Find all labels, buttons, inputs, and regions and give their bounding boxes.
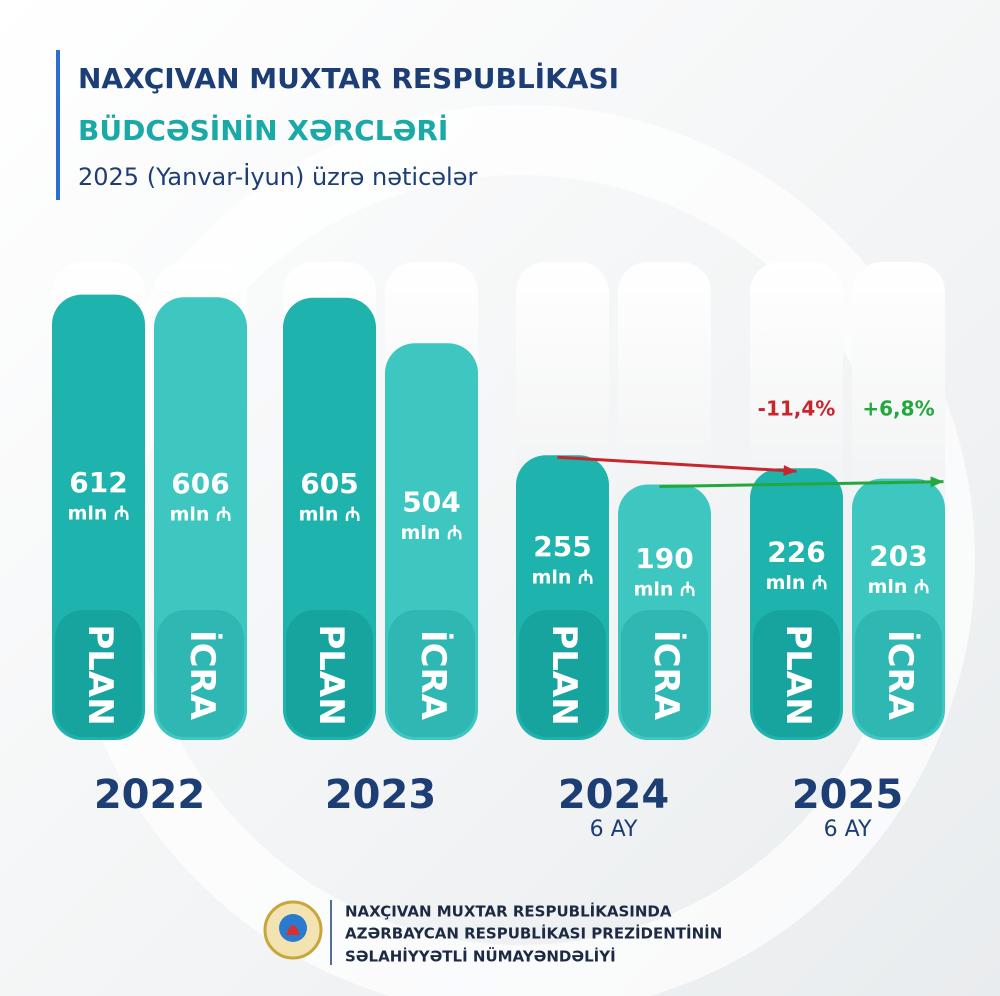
- series-label: PLAN: [778, 624, 818, 725]
- value-label: 226: [767, 535, 825, 568]
- bar-label-panel: [286, 610, 373, 737]
- subtitle: 2025 (Yanvar-İyun) üzrə nəticələr: [78, 162, 477, 191]
- bars: PLAN 612 mln ₼ İCRA 606 mln ₼ 2022 PLAN 605 mln ₼…: [52, 262, 945, 842]
- value-unit: mln ₼: [766, 572, 828, 594]
- value-unit: mln ₼: [170, 503, 232, 525]
- series-label: İCRA: [413, 630, 454, 721]
- category-label: 2023: [325, 772, 436, 818]
- footer-line: SƏLAHİYYƏTLİ NÜMAYƏNDƏLİYİ: [345, 947, 616, 966]
- category-note: 6 AY: [824, 817, 872, 842]
- category-label: 2022: [94, 772, 205, 818]
- value-label: 612: [69, 466, 127, 499]
- emblem-flame: [286, 925, 300, 935]
- series-label: PLAN: [311, 624, 351, 725]
- series-label: İCRA: [646, 630, 687, 721]
- change-label: +6,8%: [862, 397, 934, 421]
- value-unit: mln ₼: [299, 504, 361, 526]
- value-label: 203: [869, 539, 927, 572]
- bar-label-panel: [157, 610, 244, 737]
- value-unit: mln ₼: [868, 576, 930, 598]
- change-label: -11,4%: [758, 397, 836, 421]
- bar-label-panel: [519, 610, 606, 737]
- series-label: İCRA: [182, 630, 223, 721]
- bar-label-panel: [55, 610, 142, 737]
- title-line: BÜDCƏSİNİN XƏRCLƏRİ: [78, 113, 448, 147]
- change-arrow: [557, 455, 797, 473]
- change-arrowhead: [783, 465, 797, 476]
- footer-line: NAXÇIVAN MUXTAR RESPUBLİKASINDA: [345, 902, 672, 921]
- change-arrow: [659, 480, 944, 488]
- series-label: PLAN: [544, 624, 584, 725]
- value-label: 504: [402, 485, 460, 518]
- bar-label-panel: [388, 610, 475, 737]
- value-label: 605: [300, 467, 358, 500]
- value-label: 190: [635, 542, 693, 575]
- bar-label-panel: [621, 610, 708, 737]
- title-accent: [56, 50, 60, 200]
- footer: NAXÇIVAN MUXTAR RESPUBLİKASINDA AZƏRBAYC…: [263, 900, 722, 966]
- title-line: NAXÇIVAN MUXTAR RESPUBLİKASI: [78, 61, 619, 95]
- category-label: 2025: [792, 772, 903, 818]
- value-label: 606: [171, 467, 229, 500]
- value-label: 255: [533, 530, 591, 563]
- bar-label-panel: [753, 610, 840, 737]
- change-arrowhead: [930, 476, 944, 488]
- footer-line: AZƏRBAYCAN RESPUBLİKASI PREZİDENTİNİN: [345, 924, 722, 943]
- series-label: İCRA: [880, 630, 921, 721]
- category-label: 2024: [558, 772, 669, 818]
- bar-label-panel: [855, 610, 942, 737]
- value-unit: mln ₼: [634, 578, 696, 600]
- series-label: PLAN: [80, 624, 120, 725]
- category-note: 6 AY: [590, 817, 638, 842]
- value-unit: mln ₼: [401, 522, 463, 544]
- value-unit: mln ₼: [68, 502, 130, 524]
- value-unit: mln ₼: [532, 567, 594, 589]
